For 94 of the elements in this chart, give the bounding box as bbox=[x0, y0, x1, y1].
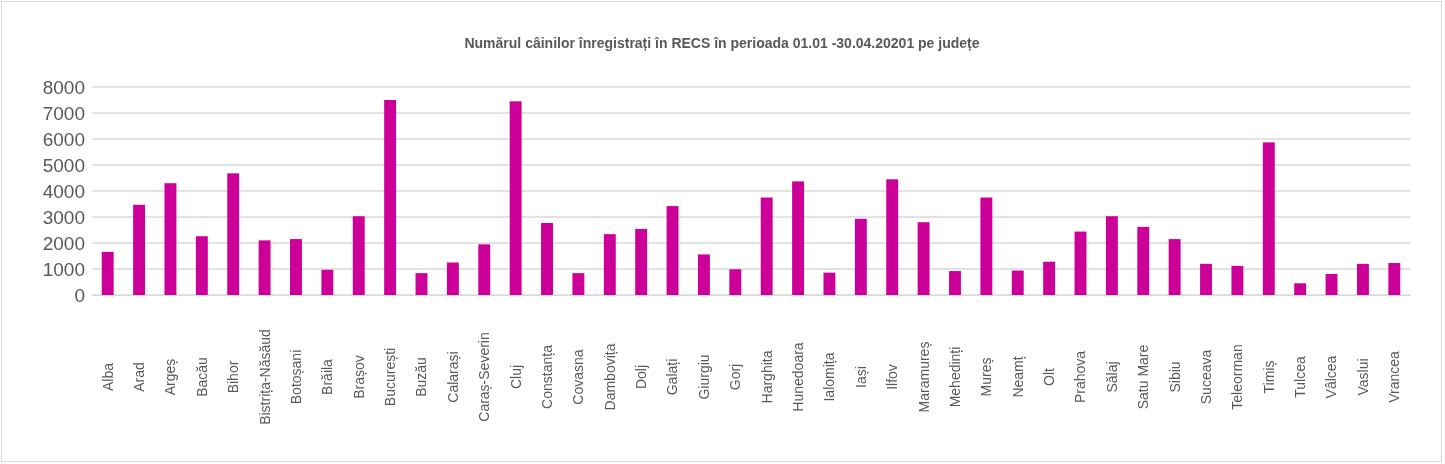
bar bbox=[384, 100, 397, 295]
x-tick-label: Calarași bbox=[444, 351, 461, 403]
bar bbox=[697, 254, 710, 295]
bar bbox=[164, 183, 177, 295]
x-tick-label: Suceava bbox=[1197, 349, 1214, 405]
bar bbox=[1043, 261, 1056, 295]
x-tick-label: Gorj bbox=[727, 363, 744, 391]
bar bbox=[980, 197, 993, 295]
x-tick-label: Constanța bbox=[538, 344, 555, 409]
bar bbox=[133, 204, 146, 295]
y-tick-label: 8000 bbox=[42, 76, 85, 98]
x-tick-label: Ialomița bbox=[821, 352, 838, 402]
bar bbox=[1388, 263, 1401, 295]
bar bbox=[635, 228, 648, 295]
bar bbox=[478, 244, 491, 295]
x-tick-label: Botoșani bbox=[287, 349, 304, 405]
y-tick-label: 2000 bbox=[42, 232, 85, 254]
x-tick-label: Galați bbox=[664, 358, 681, 396]
x-tick-label: Dambovița bbox=[601, 343, 618, 411]
x-tick-label: Mureș bbox=[978, 357, 995, 397]
bar bbox=[1294, 283, 1307, 295]
x-tick-label: Vâlcea bbox=[1323, 355, 1340, 399]
x-tick-label: Dolj bbox=[633, 364, 650, 390]
bar bbox=[603, 234, 616, 295]
bar bbox=[195, 236, 208, 295]
x-tick-label: Covasna bbox=[570, 349, 587, 405]
x-tick-label: Caraș-Severin bbox=[476, 332, 493, 422]
x-tick-label: Hunedoara bbox=[789, 342, 806, 412]
x-tick-label: Bihor bbox=[225, 360, 242, 394]
x-tick-label: Tulcea bbox=[1292, 356, 1309, 398]
x-tick-label: Sălaj bbox=[1103, 361, 1120, 393]
bar bbox=[415, 273, 428, 295]
x-tick-label: Prahova bbox=[1072, 350, 1089, 404]
bar bbox=[823, 272, 836, 295]
bar bbox=[1168, 239, 1181, 295]
y-tick-label: 1000 bbox=[42, 258, 85, 280]
bar bbox=[917, 222, 930, 295]
x-tick-label: Neamț bbox=[1009, 356, 1026, 398]
x-tick-label: Vrancea bbox=[1386, 350, 1403, 403]
y-tick-label: 0 bbox=[74, 284, 85, 306]
x-tick-label: Maramureș bbox=[915, 341, 932, 413]
bar bbox=[509, 101, 522, 295]
bar bbox=[886, 179, 899, 295]
bar bbox=[792, 181, 805, 295]
bar bbox=[101, 251, 114, 295]
bar bbox=[949, 271, 961, 295]
x-tick-label: Brașov bbox=[350, 355, 367, 399]
x-tick-label: Sibiu bbox=[1166, 361, 1183, 393]
bar bbox=[258, 240, 271, 295]
bar bbox=[352, 216, 365, 295]
x-tick-label: Argeș bbox=[162, 358, 179, 396]
bar bbox=[760, 197, 773, 295]
bar bbox=[227, 173, 240, 295]
bar bbox=[1262, 142, 1275, 295]
bar bbox=[446, 262, 459, 295]
bar bbox=[1356, 263, 1369, 295]
bar bbox=[1231, 265, 1244, 295]
x-tick-label: Bistrița-Năsăud bbox=[256, 329, 273, 425]
x-tick-label: Timiș bbox=[1260, 360, 1277, 394]
x-tick-label: Satu Mare bbox=[1135, 344, 1152, 410]
bar bbox=[321, 269, 334, 295]
y-tick-label: 5000 bbox=[42, 154, 85, 176]
chart-title: Numărul câinilor înregistrați în RECS în perioada 01.01 -30.04.20201 pe județe bbox=[464, 35, 980, 51]
x-tick-label: Cluj bbox=[507, 364, 524, 390]
bar bbox=[1325, 273, 1338, 295]
bar bbox=[541, 222, 553, 295]
bar bbox=[854, 218, 867, 295]
x-tick-label: Iași bbox=[852, 366, 869, 388]
x-tick-label: Arad bbox=[130, 362, 147, 392]
x-tick-label: Harghita bbox=[758, 350, 775, 404]
x-tick-label: Teleorman bbox=[1229, 344, 1246, 410]
x-tick-label: Giurgiu bbox=[695, 354, 712, 400]
y-tick-label: 7000 bbox=[42, 102, 85, 124]
x-tick-label: București bbox=[382, 347, 399, 407]
bar bbox=[1074, 231, 1087, 295]
y-tick-label: 4000 bbox=[42, 180, 85, 202]
x-tick-label: Bacău bbox=[193, 357, 210, 397]
x-tick-label: Mehedinți bbox=[946, 346, 963, 408]
x-tick-label: Olt bbox=[1041, 367, 1058, 386]
bar bbox=[729, 269, 742, 295]
bar bbox=[666, 206, 679, 295]
bar bbox=[1137, 226, 1150, 295]
bar bbox=[1200, 263, 1212, 295]
x-tick-label: Brăila bbox=[319, 358, 336, 395]
x-tick-label: Alba bbox=[99, 362, 116, 392]
bar bbox=[290, 239, 302, 295]
x-tick-label: Vaslui bbox=[1354, 358, 1371, 396]
x-tick-label: Buzău bbox=[413, 357, 430, 397]
bar bbox=[572, 273, 585, 295]
bar bbox=[1011, 270, 1024, 295]
x-tick-label: Ilfov bbox=[884, 364, 901, 390]
y-tick-label: 6000 bbox=[42, 128, 85, 150]
bar bbox=[1105, 216, 1118, 295]
y-tick-label: 3000 bbox=[42, 206, 85, 228]
